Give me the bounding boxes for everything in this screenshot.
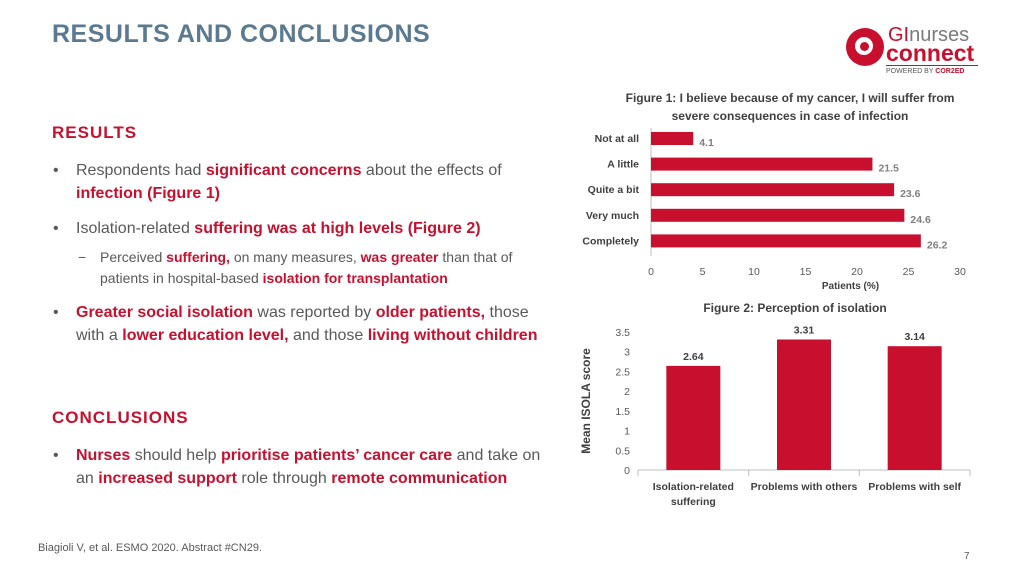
conclusions-heading: CONCLUSIONS (52, 408, 189, 427)
chart1-value-label: 26.2 (927, 239, 948, 251)
chart1-bar (651, 234, 921, 248)
logo-powered-by: POWERED BY COR2ED (886, 68, 965, 75)
chart2-y-tick-label: 0 (624, 465, 630, 477)
chart2-y-tick-label: 1.5 (615, 406, 630, 418)
results-heading: RESULTS (52, 123, 138, 142)
logo-swirl-icon (846, 28, 884, 66)
citation: Biagioli V, et al. ESMO 2020. Abstract #… (38, 542, 262, 554)
chart1-category-label: Not at all (595, 133, 639, 145)
chart2-value-label: 3.31 (794, 324, 815, 336)
gi-nurses-connect-logo: GInurses connect POWERED BY COR2ED (846, 24, 986, 78)
chart1-title-line2: severe consequences in case of infection (672, 109, 909, 123)
chart2-value-label: 2.64 (683, 351, 704, 363)
chart2-y-tick-label: 3.5 (615, 327, 630, 339)
chart1-category-label: Completely (582, 235, 639, 247)
chart2-value-label: 3.14 (904, 331, 925, 343)
chart1-value-label: 21.5 (878, 163, 899, 175)
chart2-y-tick-label: 0.5 (615, 445, 630, 457)
figure-1-chart: Figure 1: I believe because of my cancer… (582, 91, 966, 292)
chart1-x-tick-label: 25 (903, 266, 915, 278)
chart1-value-label: 24.6 (910, 214, 931, 226)
chart1-value-label: 23.6 (900, 188, 921, 200)
chart2-bar (887, 346, 942, 470)
conclusions-bullet-1: Nurses should help prioritise patients’ … (53, 444, 546, 490)
chart2-category-label: Problems with self (868, 481, 961, 493)
page-number: 7 (964, 551, 970, 562)
chart1-x-tick-label: 10 (748, 266, 760, 278)
chart1-x-axis-label: Patients (%) (822, 281, 879, 292)
chart1-bar (651, 183, 895, 197)
logo-connect-text: connect (886, 40, 975, 66)
chart2-y-tick-label: 1 (624, 426, 630, 438)
figure-2-chart: Figure 2: Perception of isolation Mean IS… (579, 301, 971, 508)
chart1-x-tick-label: 15 (800, 266, 812, 278)
chart1-category-label: A little (607, 159, 639, 171)
chart2-category-label: suffering (671, 496, 716, 508)
chart2-y-axis-label: Mean ISOLA score (579, 348, 593, 454)
chart1-x-tick-label: 20 (851, 266, 863, 278)
chart2-category-label: Problems with others (751, 481, 858, 493)
chart2-y-tick-label: 2 (624, 386, 630, 398)
chart1-bar (651, 157, 873, 171)
chart1-bar (651, 132, 694, 145)
logo-top-line: GInurses (888, 24, 970, 46)
results-bullet-1: Respondents had significant concerns abo… (53, 159, 546, 205)
chart1-title-line1: Figure 1: I believe because of my cancer… (626, 91, 955, 105)
chart1-x-tick-label: 5 (700, 266, 706, 278)
chart2-category-label: Isolation-related (653, 481, 734, 493)
chart1-category-label: Very much (586, 210, 639, 222)
chart2-bar (777, 339, 831, 470)
chart2-title: Figure 2: Perception of isolation (703, 301, 886, 315)
chart2-y-tick-label: 3 (624, 347, 630, 359)
chart1-category-label: Quite a bit (588, 184, 640, 196)
chart1-x-tick-label: 0 (648, 266, 654, 278)
logo-divider (886, 65, 978, 66)
chart1-bar (651, 208, 905, 222)
results-bullet-3: Greater social isolation was reported by… (53, 301, 546, 347)
chart2-bar (666, 365, 721, 470)
chart1-value-label: 4.1 (699, 137, 714, 149)
chart2-y-tick-label: 2.5 (615, 366, 630, 378)
page-title: RESULTS AND CONCLUSIONS (52, 20, 431, 48)
results-sub-bullet: Perceived suffering, on many measures, w… (78, 247, 550, 289)
chart1-x-tick-label: 30 (954, 266, 966, 278)
results-bullet-2: Isolation-related suffering was at high … (53, 217, 546, 240)
